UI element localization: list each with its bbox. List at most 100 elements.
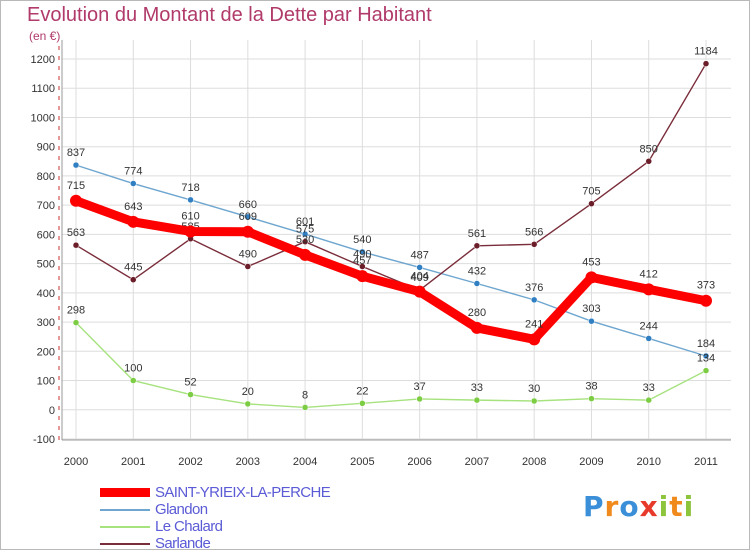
data-point-saint-yrieix-la-perche [642,283,655,296]
data-point-sarlande [244,263,252,270]
data-point-saint-yrieix-la-perche [356,270,369,283]
data-label-saint-yrieix-la-perche: 373 [697,280,715,292]
logo-letter: t [669,490,684,523]
logo-letter: P [583,490,605,523]
data-point-glandon [588,317,595,325]
x-tick-label: 2008 [522,456,546,468]
data-point-sarlande [645,158,652,165]
data-point-sarlande [130,276,137,283]
data-point-saint-yrieix-la-perche [470,321,483,334]
legend-swatch-saint-yrieix [100,488,150,497]
data-label-glandon: 487 [410,249,428,261]
series-line-saint-yrieix-la-perche [71,196,711,344]
x-tick-label: 2004 [293,456,317,468]
data-point-sarlande [530,241,538,248]
data-point-sarlande [702,60,710,67]
data-label-le-chalard: 22 [356,385,368,397]
x-tick-label: 2002 [178,456,202,468]
data-label-glandon: 540 [353,234,371,246]
data-label-le-chalard: 52 [184,377,196,389]
data-point-saint-yrieix-la-perche [585,271,598,284]
data-label-glandon: 718 [181,182,199,194]
data-label-glandon: 432 [468,265,486,277]
data-label-glandon: 601 [296,216,314,228]
data-point-glandon [359,248,366,256]
logo-letter: x [639,490,659,523]
data-point-glandon [301,230,309,238]
data-label-glandon: 376 [525,282,543,294]
data-label-saint-yrieix-la-perche: 412 [640,268,658,280]
x-tick-label: 2000 [64,456,88,468]
data-point-sarlande [588,200,595,207]
data-label-sarlande: 561 [468,228,486,240]
logo-letter: r [604,490,620,523]
logo-letter: o [619,490,640,523]
legend-label-le-chalard: Le Chalard [155,518,223,535]
data-label-le-chalard: 37 [414,381,426,393]
data-label-sarlande: 1184 [694,46,718,58]
legend-swatch-sarlande [100,543,150,545]
series-line-glandon [75,164,707,357]
data-point-saint-yrieix-la-perche [184,225,197,238]
data-label-le-chalard: 8 [302,389,308,401]
data-label-sarlande: 850 [640,143,658,155]
data-point-glandon [72,161,80,169]
data-point-saint-yrieix-la-perche [413,285,426,298]
y-tick-label: 800 [37,171,55,183]
data-label-saint-yrieix-la-perche: 453 [582,256,600,268]
data-label-sarlande: 575 [296,224,314,236]
plot-area [62,40,731,440]
data-point-le-chalard [588,395,595,402]
proxiti-logo: Proxiti [583,490,694,523]
data-point-glandon [416,264,423,271]
y-tick-label: 1200 [31,54,55,66]
legend-swatch-glandon [100,509,150,511]
data-point-le-chalard [244,400,252,408]
data-point-saint-yrieix-la-perche [528,333,541,346]
data-point-le-chalard [530,397,538,405]
data-label-sarlande: 490 [239,249,257,261]
data-label-sarlande: 409 [410,272,428,284]
data-label-glandon: 660 [239,199,257,211]
y-tick-label: 100 [37,376,55,388]
data-label-le-chalard: 33 [471,382,483,394]
logo-letter: i [658,490,670,523]
data-point-glandon [702,352,710,360]
data-point-glandon [130,180,137,187]
y-tick-label: 0 [49,405,55,417]
data-point-le-chalard [473,396,481,404]
data-point-saint-yrieix-la-perche [700,294,712,307]
data-point-saint-yrieix-la-perche [299,248,312,261]
x-tick-label: 2007 [465,456,489,468]
y-tick-label: 600 [37,229,55,241]
data-point-glandon [244,213,252,221]
data-point-le-chalard [416,395,423,403]
x-tick-label: 2003 [236,456,260,468]
chart-unit: (en €) [29,29,61,43]
data-point-sarlande [301,238,309,245]
data-point-glandon [530,296,538,304]
data-label-le-chalard: 30 [528,383,540,395]
data-label-saint-yrieix-la-perche: 404 [410,271,428,283]
data-point-saint-yrieix-la-perche [127,215,140,228]
data-label-saint-yrieix-la-perche: 280 [468,307,486,319]
data-label-le-chalard: 100 [124,363,142,375]
data-label-glandon: 184 [697,338,715,350]
data-label-le-chalard: 20 [242,386,254,398]
data-label-saint-yrieix-la-perche: 609 [239,211,257,223]
series-line-sarlande [75,62,707,291]
y-tick-label: 200 [37,346,55,358]
data-point-le-chalard [359,400,366,407]
data-point-glandon [645,335,652,342]
x-tick-label: 2005 [350,456,374,468]
y-tick-label: 900 [37,142,55,154]
data-label-saint-yrieix-la-perche: 715 [67,180,85,192]
y-tick-label: 700 [37,200,55,212]
y-tick-label: 1000 [31,112,55,124]
logo-letter: i [683,490,695,523]
data-point-le-chalard [72,319,80,326]
data-label-saint-yrieix-la-perche: 530 [296,234,314,246]
data-label-sarlande: 566 [525,226,543,238]
series-line-le-chalard [75,321,707,409]
data-label-sarlande: 445 [124,262,142,274]
